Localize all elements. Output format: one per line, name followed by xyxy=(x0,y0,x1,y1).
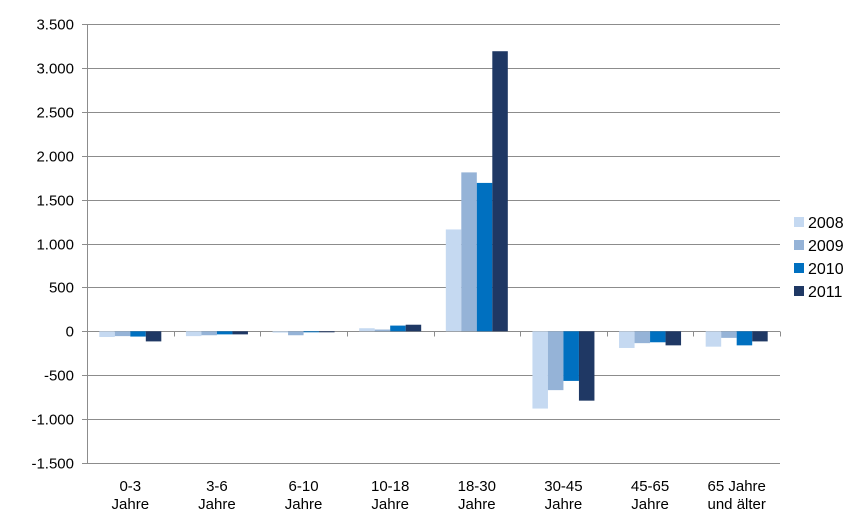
bar-2009-4 xyxy=(461,172,477,332)
bar-2011-4 xyxy=(492,51,508,332)
bar-2009-5 xyxy=(547,331,564,391)
bar-2011-0 xyxy=(145,331,162,342)
bar-2008-2 xyxy=(272,331,289,333)
bar-2008-0 xyxy=(99,331,115,338)
bar-2010-6 xyxy=(650,331,666,343)
bar-2010-0 xyxy=(130,331,146,337)
legend-label-2010: 2010 xyxy=(808,261,844,278)
x-tick-label: 45-65 Jahre xyxy=(631,478,669,513)
x-tick-labels: 0-3 Jahre 3-6 Jahre 6-10 Jahre 10-18 Jahre 18-30… xyxy=(112,478,766,513)
legend-label-2009: 2009 xyxy=(808,238,844,255)
bar-2009-6 xyxy=(634,331,651,344)
legend-swatch-2009 xyxy=(794,240,804,250)
y-tick-label: 3.000 xyxy=(36,61,74,78)
bar-2009-7 xyxy=(721,331,737,338)
bar-2008-4 xyxy=(445,229,462,332)
gridlines xyxy=(87,24,780,464)
bar-2009-1 xyxy=(201,331,217,336)
bar-2011-1 xyxy=(232,331,248,335)
y-tick-label: -500 xyxy=(44,368,74,385)
y-tick-label: 500 xyxy=(49,280,74,297)
x-tick-label: 18-30 Jahre xyxy=(458,478,496,513)
legend-label-2011: 2011 xyxy=(808,284,843,301)
y-tick-label: 3.500 xyxy=(36,17,74,34)
bar-2008-3 xyxy=(359,328,375,332)
legend: 2008 2009 2010 2011 xyxy=(794,215,844,301)
y-tick-label: 0 xyxy=(66,324,74,341)
bar-2011-3 xyxy=(405,324,422,332)
legend-label-2008: 2008 xyxy=(808,215,844,232)
x-tick-label: 30-45 Jahre xyxy=(544,478,582,513)
bar-2009-3 xyxy=(374,329,391,332)
x-tick-label: 65 Jahre und älter xyxy=(708,478,766,513)
bar-2010-5 xyxy=(563,331,579,381)
axes xyxy=(82,24,781,464)
bar-2010-7 xyxy=(736,331,753,346)
bar-2008-1 xyxy=(185,331,202,337)
bar-2008-7 xyxy=(705,331,722,347)
bar-2009-0 xyxy=(114,331,131,337)
bar-2010-4 xyxy=(476,182,493,332)
bar-2008-5 xyxy=(532,331,548,409)
bar-2011-2 xyxy=(319,331,335,333)
bar-2010-2 xyxy=(303,331,320,333)
bar-2009-2 xyxy=(288,331,304,336)
y-tick-label: -1.000 xyxy=(31,412,74,429)
legend-swatch-2011 xyxy=(794,286,804,296)
y-tick-label: -1.500 xyxy=(31,456,74,473)
y-tick-label: 1.000 xyxy=(36,237,74,254)
legend-swatch-2008 xyxy=(794,217,804,227)
x-tick-label: 6-10 Jahre xyxy=(285,478,323,513)
x-tick-label: 0-3 Jahre xyxy=(112,478,150,513)
y-tick-label: 2.500 xyxy=(36,105,74,122)
bar-2011-7 xyxy=(752,331,768,342)
y-tick-labels: -1.500 -1.000 -500 0 500 1.000 1.500 2.000 2.500… xyxy=(31,17,74,473)
bar-2011-5 xyxy=(578,331,595,401)
legend-swatch-2010 xyxy=(794,263,804,273)
y-tick-label: 1.500 xyxy=(36,193,74,210)
y-tick-label: 2.000 xyxy=(36,149,74,166)
bars xyxy=(99,51,768,409)
x-tick-label: 10-18 Jahre xyxy=(371,478,409,513)
x-tick-label: 3-6 Jahre xyxy=(198,478,236,513)
bar-2011-6 xyxy=(665,331,682,346)
bar-2008-6 xyxy=(619,331,635,348)
bar-2010-3 xyxy=(390,325,406,332)
bar-2010-1 xyxy=(216,331,233,335)
